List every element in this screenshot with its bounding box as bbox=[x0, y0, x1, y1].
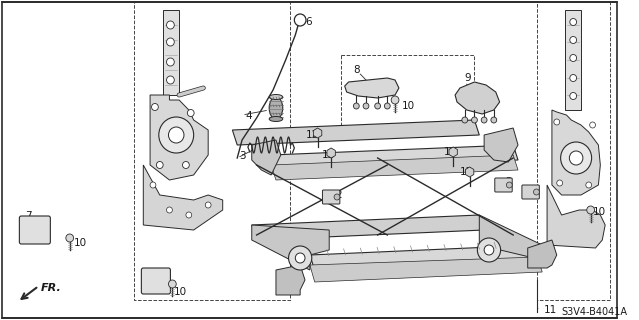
Text: 12: 12 bbox=[443, 147, 457, 157]
Polygon shape bbox=[479, 215, 543, 260]
Circle shape bbox=[484, 245, 494, 255]
Circle shape bbox=[587, 206, 594, 214]
Polygon shape bbox=[150, 95, 208, 180]
Circle shape bbox=[66, 234, 73, 242]
Text: 10: 10 bbox=[174, 287, 187, 297]
Text: 3: 3 bbox=[239, 151, 246, 161]
Text: 2: 2 bbox=[505, 177, 512, 187]
Circle shape bbox=[167, 21, 174, 29]
Text: 10: 10 bbox=[73, 238, 87, 248]
Circle shape bbox=[557, 180, 562, 186]
Text: 12: 12 bbox=[460, 167, 473, 177]
Circle shape bbox=[569, 151, 583, 165]
Polygon shape bbox=[252, 215, 484, 240]
Text: 8: 8 bbox=[353, 65, 360, 75]
Text: 5: 5 bbox=[528, 185, 535, 195]
Text: 6: 6 bbox=[305, 17, 312, 27]
FancyBboxPatch shape bbox=[19, 216, 50, 244]
Circle shape bbox=[169, 280, 176, 288]
Polygon shape bbox=[547, 185, 605, 248]
Polygon shape bbox=[143, 165, 223, 230]
Polygon shape bbox=[310, 245, 543, 270]
FancyBboxPatch shape bbox=[495, 178, 512, 192]
Circle shape bbox=[491, 117, 497, 123]
Circle shape bbox=[570, 19, 576, 26]
Circle shape bbox=[167, 207, 173, 213]
Circle shape bbox=[472, 117, 477, 123]
Polygon shape bbox=[455, 82, 500, 114]
Polygon shape bbox=[233, 120, 479, 145]
Ellipse shape bbox=[269, 94, 282, 100]
Text: 10: 10 bbox=[402, 101, 415, 111]
Text: 10: 10 bbox=[592, 207, 606, 217]
Polygon shape bbox=[252, 225, 329, 270]
Circle shape bbox=[187, 109, 194, 116]
Circle shape bbox=[570, 54, 576, 61]
Polygon shape bbox=[344, 78, 399, 98]
Polygon shape bbox=[163, 10, 179, 95]
Circle shape bbox=[183, 162, 189, 169]
Circle shape bbox=[295, 253, 305, 263]
Circle shape bbox=[353, 103, 359, 109]
Circle shape bbox=[477, 238, 500, 262]
Circle shape bbox=[167, 38, 174, 46]
Circle shape bbox=[205, 202, 211, 208]
Circle shape bbox=[570, 92, 576, 100]
Circle shape bbox=[157, 162, 163, 169]
Text: 12: 12 bbox=[321, 150, 335, 160]
Circle shape bbox=[554, 119, 560, 125]
Circle shape bbox=[295, 14, 306, 26]
Text: FR.: FR. bbox=[41, 283, 61, 293]
Circle shape bbox=[560, 142, 592, 174]
Text: 7: 7 bbox=[148, 269, 155, 279]
Polygon shape bbox=[484, 128, 518, 162]
Text: 9: 9 bbox=[465, 73, 472, 83]
Ellipse shape bbox=[269, 97, 282, 119]
Circle shape bbox=[167, 58, 174, 66]
Polygon shape bbox=[252, 140, 281, 175]
Circle shape bbox=[289, 246, 312, 270]
Text: 12: 12 bbox=[306, 130, 320, 140]
Polygon shape bbox=[310, 257, 543, 282]
Circle shape bbox=[590, 122, 596, 128]
Polygon shape bbox=[271, 155, 518, 180]
Circle shape bbox=[570, 75, 576, 82]
Polygon shape bbox=[528, 240, 557, 268]
Text: 4: 4 bbox=[245, 111, 252, 121]
Circle shape bbox=[385, 103, 390, 109]
Circle shape bbox=[169, 127, 184, 143]
FancyBboxPatch shape bbox=[323, 190, 340, 204]
FancyBboxPatch shape bbox=[141, 268, 171, 294]
Circle shape bbox=[586, 182, 592, 188]
Circle shape bbox=[534, 189, 539, 195]
Text: 2: 2 bbox=[335, 190, 342, 200]
Circle shape bbox=[334, 194, 340, 200]
Circle shape bbox=[186, 212, 192, 218]
Circle shape bbox=[570, 36, 576, 44]
Polygon shape bbox=[276, 265, 305, 295]
Text: S3V4-B4041A: S3V4-B4041A bbox=[562, 307, 627, 317]
Polygon shape bbox=[552, 110, 600, 195]
Text: 11: 11 bbox=[544, 305, 557, 315]
FancyBboxPatch shape bbox=[522, 185, 539, 199]
Circle shape bbox=[462, 117, 468, 123]
Circle shape bbox=[150, 182, 156, 188]
Circle shape bbox=[151, 103, 158, 110]
Circle shape bbox=[374, 103, 381, 109]
Circle shape bbox=[167, 76, 174, 84]
Circle shape bbox=[159, 117, 194, 153]
Polygon shape bbox=[271, 145, 518, 170]
Circle shape bbox=[363, 103, 369, 109]
Text: 7: 7 bbox=[25, 211, 32, 221]
Circle shape bbox=[481, 117, 487, 123]
Polygon shape bbox=[566, 10, 581, 110]
Ellipse shape bbox=[269, 116, 282, 122]
Circle shape bbox=[506, 182, 512, 188]
Circle shape bbox=[391, 96, 399, 104]
